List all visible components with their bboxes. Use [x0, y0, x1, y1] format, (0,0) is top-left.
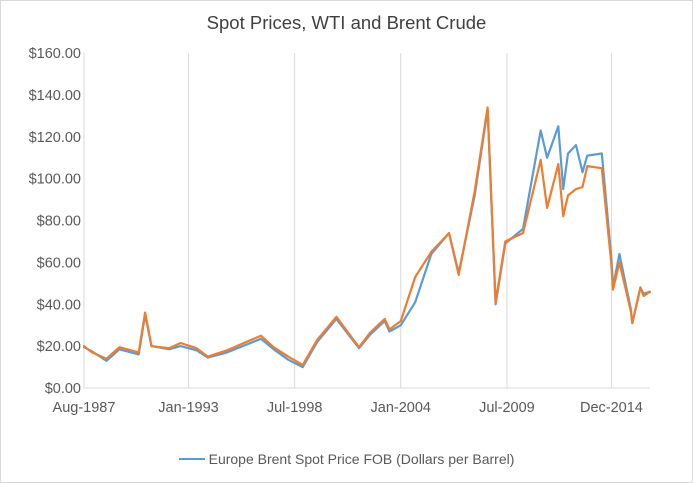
- y-tick-label: $20.00: [37, 339, 81, 355]
- y-tick-label: $100.00: [29, 172, 81, 188]
- series-line-wti: [82, 106, 652, 367]
- x-axis-tick-labels: Aug-1987 Jan-1993 Jul-1998 Jan-2004 Jul-2009…: [53, 400, 643, 416]
- x-tick-label: Dec-2014: [580, 400, 643, 416]
- y-tick-label: $80.00: [37, 214, 81, 230]
- series-line-brent: [82, 108, 652, 369]
- y-tick-label: $140.00: [29, 88, 81, 104]
- gridlines: [83, 53, 612, 388]
- y-tick-label: $60.00: [37, 255, 81, 271]
- y-tick-label: $160.00: [29, 46, 81, 62]
- x-tick-label: Jul-1998: [267, 400, 323, 416]
- y-axis-tick-labels: $0.00 $20.00 $40.00 $60.00 $80.00 $100.00 $120…: [29, 46, 81, 397]
- legend: Europe Brent Spot Price FOB (Dollars per…: [0, 451, 693, 467]
- x-tick-label: Jan-1993: [158, 400, 218, 416]
- y-tick-label: $0.00: [45, 381, 81, 397]
- legend-label-brent: Europe Brent Spot Price FOB (Dollars per…: [208, 451, 515, 467]
- y-tick-label: $40.00: [37, 297, 81, 313]
- chart-title: Spot Prices, WTI and Brent Crude: [206, 12, 487, 33]
- y-tick-label: $120.00: [29, 130, 81, 146]
- series-lines: [82, 106, 652, 369]
- x-tick-label: Jul-2009: [479, 400, 535, 416]
- x-tick-label: Aug-1987: [53, 400, 116, 416]
- legend-swatch-brent: [178, 458, 205, 461]
- x-tick-label: Jan-2004: [371, 400, 431, 416]
